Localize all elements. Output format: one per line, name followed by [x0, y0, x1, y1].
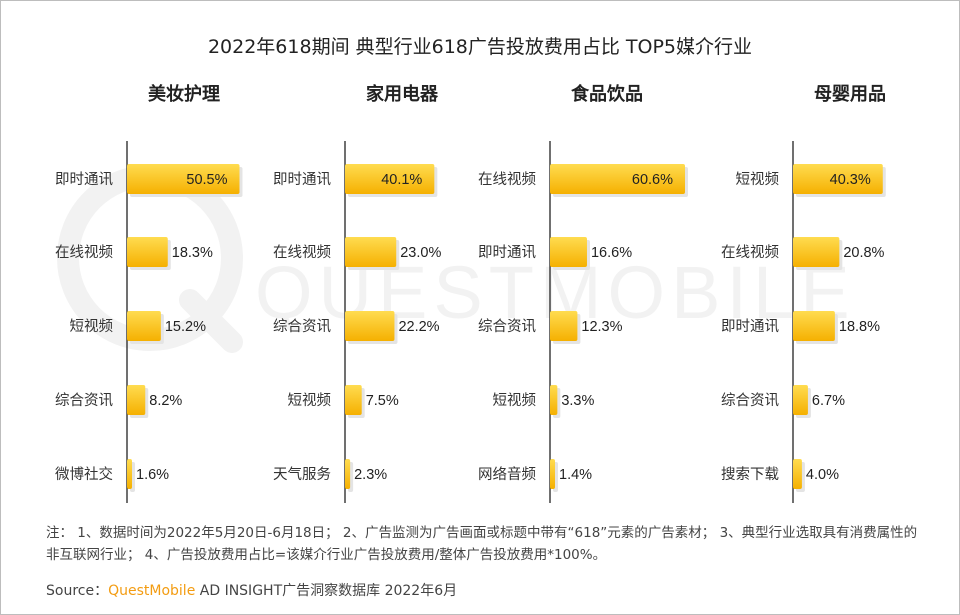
bar — [127, 237, 168, 267]
bar — [345, 237, 397, 267]
category-label: 综合资讯 — [478, 318, 536, 335]
source-line: Source：QuestMobile AD INSIGHT广告洞察数据库 202… — [46, 580, 457, 600]
panel-title: 美妆护理 — [148, 83, 220, 104]
bar — [345, 311, 395, 341]
bar — [550, 385, 558, 415]
bar — [550, 164, 685, 194]
category-label: 综合资讯 — [55, 392, 113, 409]
value-label: 18.8% — [839, 319, 880, 335]
value-label: 7.5% — [366, 393, 399, 409]
bar — [345, 459, 351, 489]
bar — [793, 385, 808, 415]
category-label: 综合资讯 — [273, 318, 331, 335]
value-label: 22.2% — [398, 319, 439, 335]
bar — [793, 311, 835, 341]
value-label: 4.0% — [806, 467, 839, 483]
bar — [550, 459, 555, 489]
bar — [793, 164, 883, 194]
bar — [127, 164, 240, 194]
category-label: 在线视频 — [478, 171, 536, 188]
category-label: 天气服务 — [273, 466, 331, 483]
value-label: 2.3% — [354, 467, 387, 483]
source-suffix: AD INSIGHT广告洞察数据库 2022年6月 — [195, 583, 458, 599]
value-label: 50.5% — [186, 172, 227, 188]
chart-title: 2022年618期间 典型行业618广告投放费用占比 TOP5媒介行业 — [207, 36, 753, 58]
category-label: 短视频 — [736, 171, 780, 188]
category-label: 短视频 — [493, 392, 537, 409]
value-label: 1.4% — [559, 467, 592, 483]
value-label: 40.1% — [381, 172, 422, 188]
category-label: 在线视频 — [721, 244, 779, 261]
value-label: 23.0% — [400, 245, 441, 261]
category-label: 即时通讯 — [478, 244, 536, 261]
bar — [550, 237, 587, 267]
bar — [793, 237, 840, 267]
category-label: 在线视频 — [55, 244, 113, 261]
value-label: 40.3% — [830, 172, 871, 188]
value-label: 6.7% — [812, 393, 845, 409]
category-label: 微博社交 — [55, 465, 113, 483]
bar — [345, 385, 362, 415]
category-label: 即时通讯 — [273, 171, 331, 188]
value-label: 8.2% — [149, 393, 182, 409]
panel-title: 母婴用品 — [814, 84, 886, 104]
category-label: 在线视频 — [273, 244, 331, 261]
bar — [793, 459, 802, 489]
category-label: 即时通讯 — [55, 171, 113, 188]
category-label: 综合资讯 — [721, 392, 779, 409]
value-label: 18.3% — [172, 245, 213, 261]
source-brand: QuestMobile — [108, 583, 196, 599]
category-label: 网络音频 — [478, 466, 536, 483]
bar — [127, 385, 146, 415]
value-label: 60.6% — [632, 172, 673, 188]
category-label: 短视频 — [70, 318, 114, 335]
bar — [550, 311, 578, 341]
panel-title: 家用电器 — [366, 83, 439, 104]
footnote: 注： 1、数据时间为2022年5月20日-6月18日； 2、广告监测为广告画面或… — [46, 525, 918, 563]
category-label: 短视频 — [288, 392, 332, 409]
panel-title: 食品饮品 — [570, 83, 643, 104]
bar — [127, 311, 161, 341]
category-label: 搜索下载 — [721, 466, 779, 483]
value-label: 1.6% — [136, 467, 169, 483]
value-label: 20.8% — [843, 245, 884, 261]
bar — [127, 459, 132, 489]
bar — [345, 164, 435, 194]
value-label: 3.3% — [561, 393, 594, 409]
value-label: 15.2% — [165, 319, 206, 335]
source-prefix: Source： — [46, 583, 109, 599]
value-label: 16.6% — [591, 245, 632, 261]
category-label: 即时通讯 — [721, 318, 779, 335]
value-label: 12.3% — [581, 319, 622, 335]
